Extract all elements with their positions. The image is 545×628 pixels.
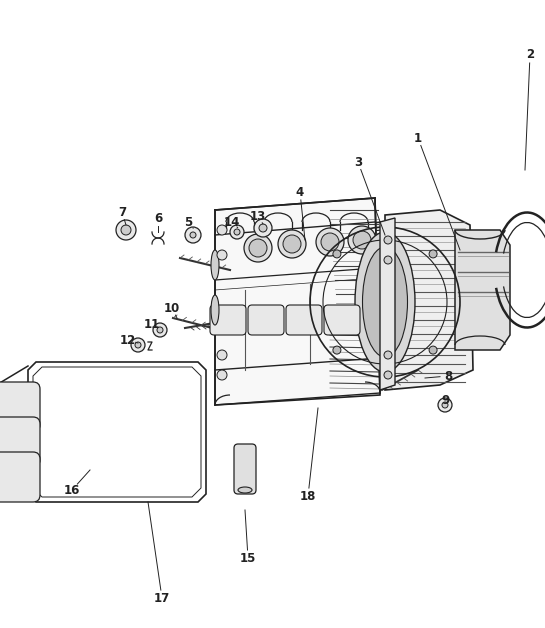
Polygon shape	[215, 198, 380, 405]
Circle shape	[217, 250, 227, 260]
Ellipse shape	[238, 487, 252, 493]
Circle shape	[305, 222, 465, 382]
Text: 14: 14	[224, 215, 240, 229]
FancyBboxPatch shape	[248, 305, 284, 335]
Polygon shape	[380, 218, 395, 390]
Circle shape	[316, 228, 344, 256]
Circle shape	[217, 350, 227, 360]
Text: 8: 8	[444, 369, 452, 382]
Circle shape	[254, 219, 272, 237]
Circle shape	[429, 250, 437, 258]
Text: 6: 6	[154, 212, 162, 224]
Circle shape	[135, 342, 141, 348]
Circle shape	[157, 327, 163, 333]
Circle shape	[333, 250, 341, 258]
Circle shape	[333, 346, 341, 354]
Text: 5: 5	[184, 215, 192, 229]
Circle shape	[438, 398, 452, 412]
FancyBboxPatch shape	[0, 452, 40, 502]
Circle shape	[384, 256, 392, 264]
Circle shape	[384, 351, 392, 359]
Ellipse shape	[362, 247, 408, 357]
FancyBboxPatch shape	[324, 305, 360, 335]
Circle shape	[230, 225, 244, 239]
Circle shape	[244, 234, 272, 262]
Circle shape	[321, 233, 339, 251]
Circle shape	[234, 229, 240, 235]
Ellipse shape	[355, 232, 415, 372]
FancyBboxPatch shape	[210, 305, 246, 335]
Ellipse shape	[211, 250, 219, 280]
FancyBboxPatch shape	[0, 382, 40, 432]
Text: 16: 16	[64, 484, 80, 497]
Circle shape	[353, 231, 371, 249]
Circle shape	[278, 230, 306, 258]
Text: 11: 11	[144, 318, 160, 332]
Polygon shape	[385, 210, 473, 390]
Circle shape	[131, 338, 145, 352]
Circle shape	[121, 225, 131, 235]
Circle shape	[313, 230, 457, 374]
Text: 3: 3	[354, 156, 362, 168]
Circle shape	[283, 235, 301, 253]
Text: 13: 13	[250, 210, 266, 222]
FancyBboxPatch shape	[0, 417, 40, 467]
Polygon shape	[455, 230, 510, 350]
Circle shape	[116, 220, 136, 240]
Text: 18: 18	[300, 489, 316, 502]
Ellipse shape	[211, 295, 219, 325]
Circle shape	[384, 236, 392, 244]
Text: 1: 1	[414, 131, 422, 144]
Text: 7: 7	[118, 205, 126, 219]
FancyBboxPatch shape	[286, 305, 322, 335]
Circle shape	[217, 370, 227, 380]
Text: 12: 12	[120, 333, 136, 347]
Circle shape	[259, 224, 267, 232]
Circle shape	[249, 239, 267, 257]
Circle shape	[442, 402, 448, 408]
Text: 10: 10	[164, 301, 180, 315]
Text: 9: 9	[441, 394, 449, 406]
Circle shape	[429, 346, 437, 354]
Circle shape	[217, 225, 227, 235]
Circle shape	[190, 232, 196, 238]
Text: 15: 15	[240, 551, 256, 565]
Text: 2: 2	[526, 48, 534, 62]
Text: 4: 4	[296, 185, 304, 198]
FancyBboxPatch shape	[234, 444, 256, 494]
Circle shape	[185, 227, 201, 243]
Text: 17: 17	[154, 592, 170, 605]
Circle shape	[153, 323, 167, 337]
Circle shape	[348, 226, 376, 254]
Circle shape	[384, 371, 392, 379]
